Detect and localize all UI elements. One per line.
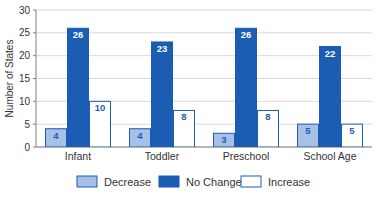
- y-tick-label: 20: [19, 50, 31, 61]
- data-labels: 4 26 10 4 23 8 3 26 8 5 22 5: [53, 29, 355, 145]
- legend-swatch: [241, 176, 261, 187]
- y-tick-label: 10: [19, 96, 31, 107]
- legend-swatch: [77, 176, 97, 187]
- y-axis-title: Number of States: [4, 40, 15, 118]
- y-tick-label: 30: [19, 5, 31, 16]
- y-tick-label: 5: [24, 119, 30, 130]
- legend-swatch: [159, 176, 179, 187]
- bar: [90, 101, 111, 147]
- bar: [152, 42, 173, 147]
- bar: [298, 124, 319, 147]
- bars: [46, 28, 363, 147]
- y-tick-label: 25: [19, 27, 31, 38]
- bar: [320, 47, 341, 147]
- data-label: 5: [305, 125, 311, 136]
- bar: [130, 129, 151, 147]
- legend-label: No Change: [186, 176, 242, 188]
- data-label: 4: [53, 130, 59, 141]
- bar: [214, 133, 235, 147]
- bar: [236, 28, 257, 147]
- y-tick-label: 0: [24, 142, 30, 153]
- x-tick-label: School Age: [303, 150, 356, 162]
- data-label: 10: [95, 102, 106, 113]
- x-tick-label: Toddler: [145, 150, 180, 162]
- data-label: 8: [265, 111, 270, 122]
- grid: [36, 10, 372, 147]
- y-axis: [36, 10, 37, 147]
- data-label: 5: [349, 125, 355, 136]
- legend: Decrease No Change Increase: [77, 176, 310, 188]
- grid-line: [36, 10, 372, 11]
- bar: [68, 28, 89, 147]
- legend-label: Increase: [268, 176, 310, 188]
- y-tick-label: 15: [19, 73, 31, 84]
- legend-label: Decrease: [104, 176, 151, 188]
- bar: [258, 110, 279, 147]
- data-label: 26: [241, 29, 252, 40]
- chart-container: 0 5 10 15 20 25 30 Number of States 4 26 10 4 23 8 3 26…: [0, 0, 380, 200]
- data-label: 4: [137, 130, 143, 141]
- data-label: 26: [73, 29, 84, 40]
- bar: [342, 124, 363, 147]
- x-tick-label: Preschool: [223, 150, 270, 162]
- data-label: 22: [325, 48, 336, 59]
- data-label: 8: [181, 111, 186, 122]
- x-tick-label: Infant: [65, 150, 91, 162]
- bar: [46, 129, 67, 147]
- chart-svg: 0 5 10 15 20 25 30 Number of States 4 26 10 4 23 8 3 26…: [0, 0, 380, 200]
- data-label: 3: [221, 134, 226, 145]
- data-label: 23: [157, 43, 168, 54]
- bar: [174, 110, 195, 147]
